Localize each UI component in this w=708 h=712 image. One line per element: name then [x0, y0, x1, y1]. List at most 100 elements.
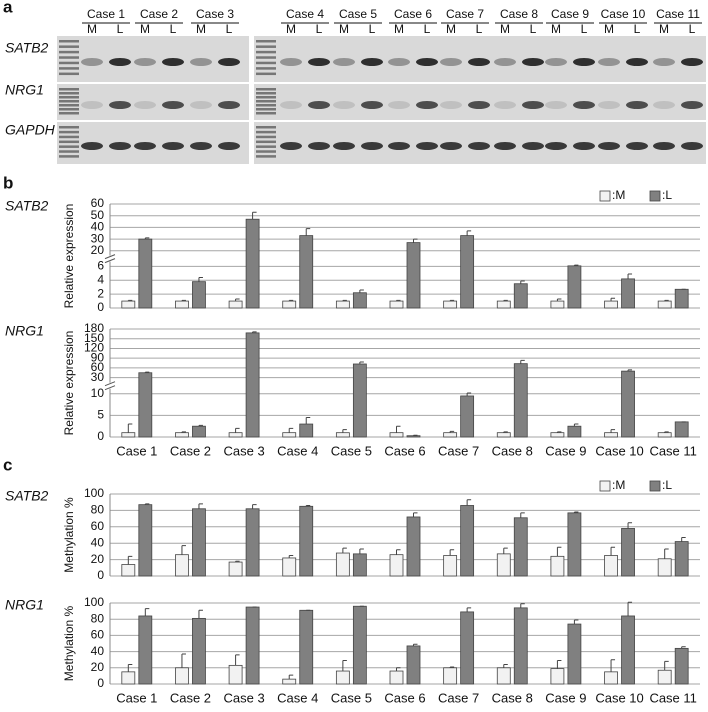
- gel-band: [218, 58, 240, 66]
- bar: [621, 615, 635, 685]
- error-bar: [413, 643, 418, 646]
- error-bar: [252, 331, 257, 333]
- error-bar: [198, 609, 203, 619]
- bar: [460, 395, 475, 438]
- y-tick-label: 80: [91, 611, 105, 625]
- axis-break-mark: [104, 258, 116, 264]
- error-bar: [144, 608, 150, 616]
- gel-band: [162, 142, 184, 150]
- gel-band: [280, 58, 302, 66]
- x-tick-label: Case 8: [492, 690, 533, 705]
- gel-band: [545, 101, 567, 109]
- bar: [513, 607, 528, 685]
- y-tick-label: 100: [84, 595, 104, 609]
- lane-label: L: [689, 22, 696, 36]
- ladder-band: [256, 104, 276, 107]
- gel-gene-label: NRG1: [5, 82, 44, 98]
- lane-label: M: [500, 22, 510, 36]
- bar: [460, 235, 475, 309]
- bar: [657, 669, 672, 685]
- lane-label: L: [316, 22, 323, 36]
- bar: [496, 300, 511, 309]
- ladder-band: [59, 145, 79, 148]
- bar: [228, 664, 243, 685]
- bar: [335, 432, 350, 438]
- bar: [192, 281, 206, 309]
- ladder-band: [256, 96, 276, 99]
- bar: [228, 432, 243, 438]
- y-axis-label: Relative expression: [62, 331, 76, 436]
- bar: [228, 300, 243, 309]
- gel-band: [308, 101, 330, 109]
- bar: [335, 300, 350, 309]
- x-tick-label: Case 8: [492, 443, 533, 458]
- error-bar: [520, 359, 525, 364]
- error-bar: [466, 607, 472, 612]
- bar: [175, 432, 189, 438]
- y-tick-label: 120: [84, 341, 104, 355]
- legend-swatch: [599, 480, 611, 492]
- lane-label: M: [551, 22, 561, 36]
- error-bar: [573, 423, 579, 427]
- ladder-band: [256, 72, 276, 76]
- error-bar: [449, 299, 455, 302]
- error-bar: [627, 601, 633, 616]
- bar: [496, 432, 511, 438]
- gel-band: [440, 142, 462, 150]
- bar: [443, 667, 458, 685]
- x-tick-label: Case 1: [116, 443, 157, 458]
- lane-label: L: [476, 22, 483, 36]
- bar: [550, 300, 565, 309]
- bar: [352, 363, 367, 438]
- gel-row: [57, 84, 249, 120]
- error-bar: [342, 660, 347, 672]
- error-bar: [305, 228, 311, 236]
- gel-band: [522, 142, 544, 150]
- ladder-band: [256, 100, 276, 103]
- bar: [299, 235, 314, 309]
- panel-label: c: [3, 455, 12, 474]
- lane-label: M: [87, 22, 97, 36]
- ladder-band: [59, 126, 79, 129]
- ladder-band: [256, 50, 276, 54]
- error-bar: [288, 299, 294, 302]
- error-bar: [664, 431, 669, 433]
- error-bar: [288, 674, 294, 680]
- y-tick-label: 5: [97, 408, 104, 422]
- legend-swatch: [599, 190, 611, 202]
- bar: [192, 617, 206, 685]
- gel-row: [57, 36, 249, 82]
- bar: [567, 512, 582, 577]
- y-tick-label: 10: [91, 386, 105, 400]
- ladder-band: [256, 130, 276, 134]
- gel-band: [440, 101, 462, 109]
- ladder-band: [59, 61, 79, 65]
- ladder-band: [59, 130, 79, 134]
- error-bar: [127, 555, 133, 565]
- bar: [550, 432, 565, 438]
- error-bar: [449, 666, 455, 668]
- ladder-band: [59, 50, 79, 54]
- error-bar: [449, 549, 455, 556]
- error-bar: [573, 264, 579, 266]
- y-tick-label: 90: [91, 350, 105, 364]
- gel-band: [416, 58, 438, 66]
- y-tick-label: 80: [91, 503, 105, 517]
- error-bar: [627, 369, 633, 372]
- error-bar: [681, 646, 686, 649]
- gel-band: [681, 101, 703, 109]
- lane-label: M: [659, 22, 669, 36]
- bar: [299, 505, 314, 577]
- error-bar: [610, 659, 616, 672]
- error-bar: [305, 504, 311, 507]
- ladder-band: [256, 56, 276, 59]
- y-axis-label: Methylation %: [62, 605, 76, 681]
- chart-title: SATB2: [5, 198, 49, 214]
- bar: [335, 670, 350, 685]
- case-label: Case 6: [394, 7, 432, 21]
- error-bar: [664, 299, 669, 302]
- gel-band: [573, 101, 595, 109]
- gel-band: [134, 58, 156, 66]
- gel-band: [598, 58, 620, 66]
